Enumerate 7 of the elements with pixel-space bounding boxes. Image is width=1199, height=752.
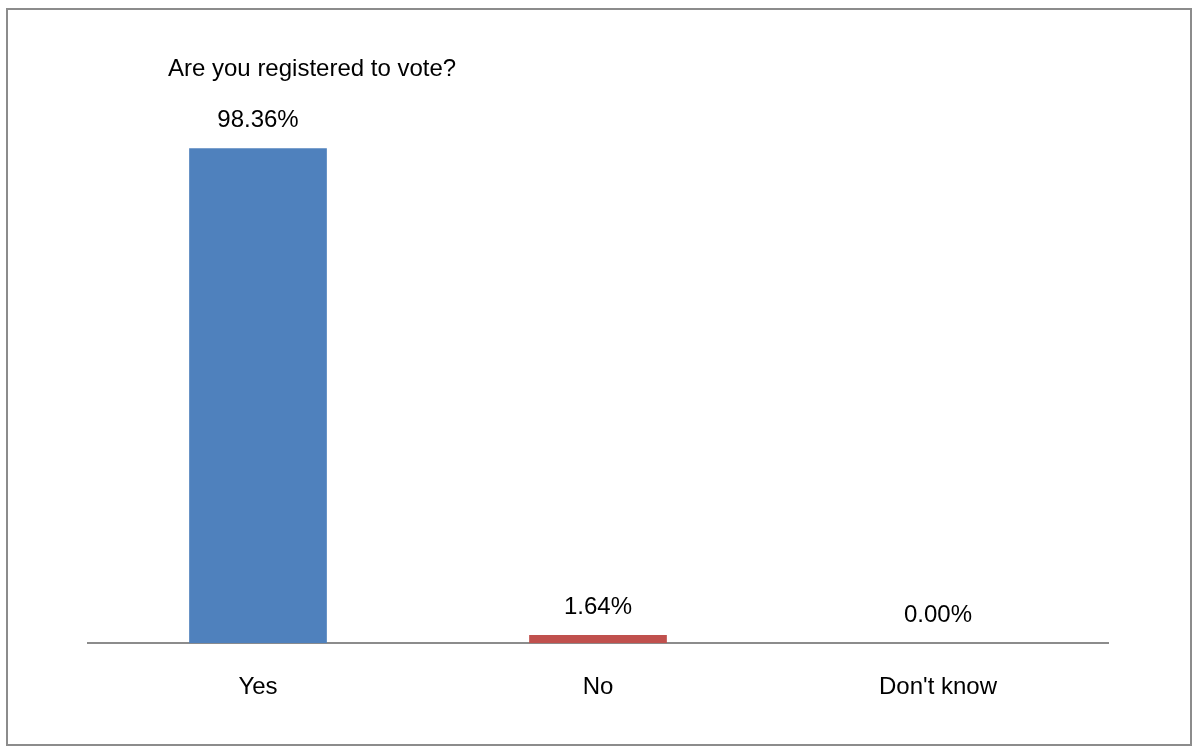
data-label: 1.64%: [563, 591, 633, 619]
data-label: 0.00%: [903, 599, 973, 627]
x-tick-label: Don't know: [879, 672, 998, 700]
x-tick-label: No: [582, 672, 614, 700]
data-label: 98.36%: [217, 104, 299, 132]
x-tick-label: Yes: [238, 672, 278, 700]
chart-title: Are you registered to vote?: [168, 54, 457, 82]
